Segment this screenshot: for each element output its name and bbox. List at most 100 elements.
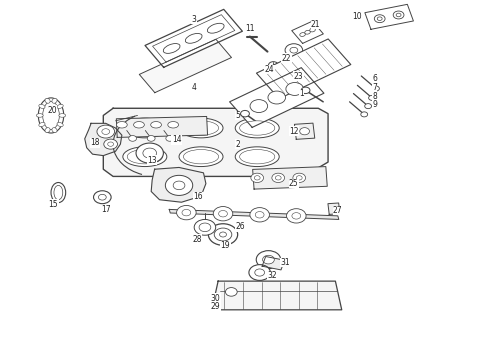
Ellipse shape (127, 121, 162, 135)
Text: 1: 1 (299, 89, 304, 98)
Ellipse shape (45, 128, 50, 132)
Ellipse shape (57, 122, 63, 127)
Text: 27: 27 (333, 206, 343, 215)
Ellipse shape (235, 118, 279, 138)
Circle shape (377, 17, 382, 21)
Text: 16: 16 (194, 192, 203, 201)
Ellipse shape (43, 102, 59, 130)
Circle shape (250, 208, 270, 222)
Text: 18: 18 (90, 138, 99, 147)
Circle shape (147, 135, 155, 141)
Text: 23: 23 (294, 72, 303, 81)
Circle shape (368, 95, 375, 100)
Circle shape (254, 176, 260, 180)
Polygon shape (151, 167, 206, 202)
Ellipse shape (36, 114, 43, 117)
Circle shape (104, 139, 118, 149)
Text: 17: 17 (101, 205, 111, 214)
Polygon shape (256, 39, 351, 99)
Polygon shape (292, 21, 323, 44)
Circle shape (94, 191, 111, 204)
Polygon shape (294, 123, 315, 139)
Polygon shape (328, 203, 340, 215)
Text: 14: 14 (172, 135, 181, 144)
Text: 32: 32 (267, 271, 277, 280)
Circle shape (374, 15, 385, 23)
Circle shape (272, 173, 285, 183)
Polygon shape (262, 256, 285, 270)
Ellipse shape (310, 28, 316, 32)
Circle shape (136, 143, 163, 163)
Polygon shape (145, 9, 243, 67)
Circle shape (219, 211, 227, 217)
Ellipse shape (52, 98, 57, 103)
Circle shape (275, 176, 281, 180)
Ellipse shape (151, 122, 161, 128)
Circle shape (98, 194, 106, 200)
Circle shape (166, 135, 173, 141)
Text: 28: 28 (193, 234, 202, 243)
Circle shape (263, 255, 274, 264)
Circle shape (129, 135, 137, 141)
Ellipse shape (57, 104, 63, 108)
Circle shape (173, 181, 185, 190)
Ellipse shape (183, 121, 219, 135)
Circle shape (285, 44, 303, 57)
Circle shape (296, 176, 302, 180)
Polygon shape (103, 108, 328, 176)
Ellipse shape (183, 149, 219, 164)
Ellipse shape (39, 104, 45, 108)
Text: 22: 22 (282, 54, 291, 63)
Text: 25: 25 (289, 179, 298, 188)
Ellipse shape (163, 44, 180, 53)
Circle shape (214, 228, 232, 241)
Text: 11: 11 (245, 24, 255, 33)
Text: 30: 30 (211, 294, 220, 303)
Circle shape (165, 175, 193, 195)
Ellipse shape (52, 128, 57, 132)
Ellipse shape (59, 114, 66, 117)
Text: 4: 4 (191, 83, 196, 92)
Polygon shape (365, 4, 414, 29)
Ellipse shape (240, 149, 275, 164)
Circle shape (250, 100, 268, 113)
Text: 29: 29 (211, 302, 220, 311)
Circle shape (365, 104, 371, 109)
Circle shape (249, 265, 270, 280)
Text: 24: 24 (265, 65, 274, 74)
Ellipse shape (179, 118, 223, 138)
Circle shape (199, 223, 211, 231)
Polygon shape (139, 39, 231, 93)
Ellipse shape (235, 147, 279, 167)
Ellipse shape (54, 185, 63, 200)
Polygon shape (253, 167, 327, 189)
Circle shape (208, 224, 238, 245)
Text: 3: 3 (191, 15, 196, 24)
Circle shape (176, 206, 196, 220)
Circle shape (108, 142, 114, 146)
Polygon shape (212, 281, 342, 310)
Circle shape (256, 251, 281, 269)
Ellipse shape (168, 122, 178, 128)
Text: 9: 9 (372, 100, 377, 109)
Polygon shape (85, 123, 122, 156)
Circle shape (300, 128, 310, 135)
Ellipse shape (123, 147, 167, 167)
Text: 2: 2 (235, 140, 240, 149)
Circle shape (220, 232, 226, 237)
Circle shape (293, 69, 303, 76)
Text: 20: 20 (47, 105, 57, 114)
Polygon shape (116, 116, 208, 138)
Circle shape (301, 87, 310, 94)
Circle shape (286, 82, 303, 95)
Text: 21: 21 (311, 19, 320, 28)
Circle shape (393, 11, 404, 19)
Circle shape (182, 210, 191, 216)
Ellipse shape (51, 183, 66, 203)
Text: 26: 26 (235, 222, 245, 231)
Ellipse shape (38, 98, 64, 133)
Circle shape (293, 173, 306, 183)
Ellipse shape (185, 33, 202, 43)
Text: 13: 13 (147, 156, 157, 165)
Ellipse shape (123, 118, 167, 138)
